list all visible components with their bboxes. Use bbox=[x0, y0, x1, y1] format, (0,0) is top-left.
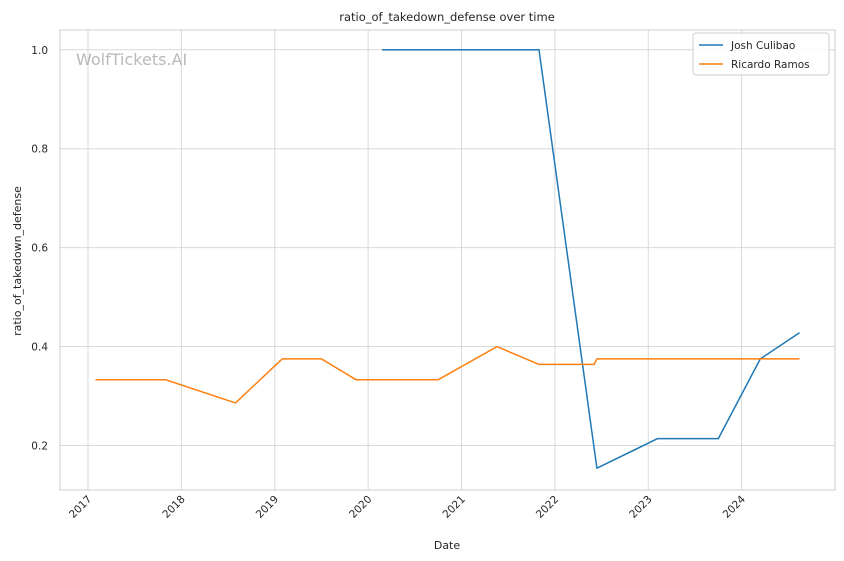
grid bbox=[60, 30, 835, 490]
x-tick-label: 2019 bbox=[254, 493, 281, 520]
y-tick-label: 0.4 bbox=[31, 342, 48, 354]
x-tick-label: 2020 bbox=[347, 493, 374, 520]
y-tick-label: 0.6 bbox=[31, 243, 48, 255]
legend-label-2: Ricardo Ramos bbox=[731, 59, 810, 71]
y-tick-label: 0.8 bbox=[31, 144, 48, 156]
x-tick-label: 2022 bbox=[534, 493, 561, 520]
x-tick-labels: 2017 2018 2019 2020 2021 2022 2023 2024 bbox=[67, 493, 748, 521]
legend-box bbox=[692, 32, 830, 76]
watermark: WolfTickets.AI bbox=[76, 50, 187, 69]
y-tick-labels: 0.2 0.4 0.6 0.8 1.0 bbox=[31, 45, 48, 453]
x-tick-label: 2023 bbox=[627, 493, 654, 520]
x-tick-label: 2024 bbox=[721, 493, 749, 521]
legend: Josh Culibao Ricardo Ramos bbox=[692, 32, 830, 76]
chart-title: ratio_of_takedown_defense over time bbox=[339, 10, 555, 24]
series-line-2 bbox=[95, 345, 800, 404]
plot-area bbox=[59, 29, 836, 491]
x-tick-label: 2018 bbox=[160, 493, 187, 520]
legend-label-1: Josh Culibao bbox=[730, 40, 795, 52]
y-tick-label: 1.0 bbox=[31, 45, 48, 57]
series-line-1 bbox=[382, 49, 800, 469]
x-tick-label: 2021 bbox=[440, 493, 467, 520]
series-layer bbox=[95, 49, 800, 469]
y-axis-label: ratio_of_takedown_defense bbox=[11, 186, 24, 336]
x-axis-label: Date bbox=[434, 539, 461, 552]
y-tick-label: 0.2 bbox=[31, 440, 48, 452]
x-tick-label: 2017 bbox=[67, 493, 94, 520]
